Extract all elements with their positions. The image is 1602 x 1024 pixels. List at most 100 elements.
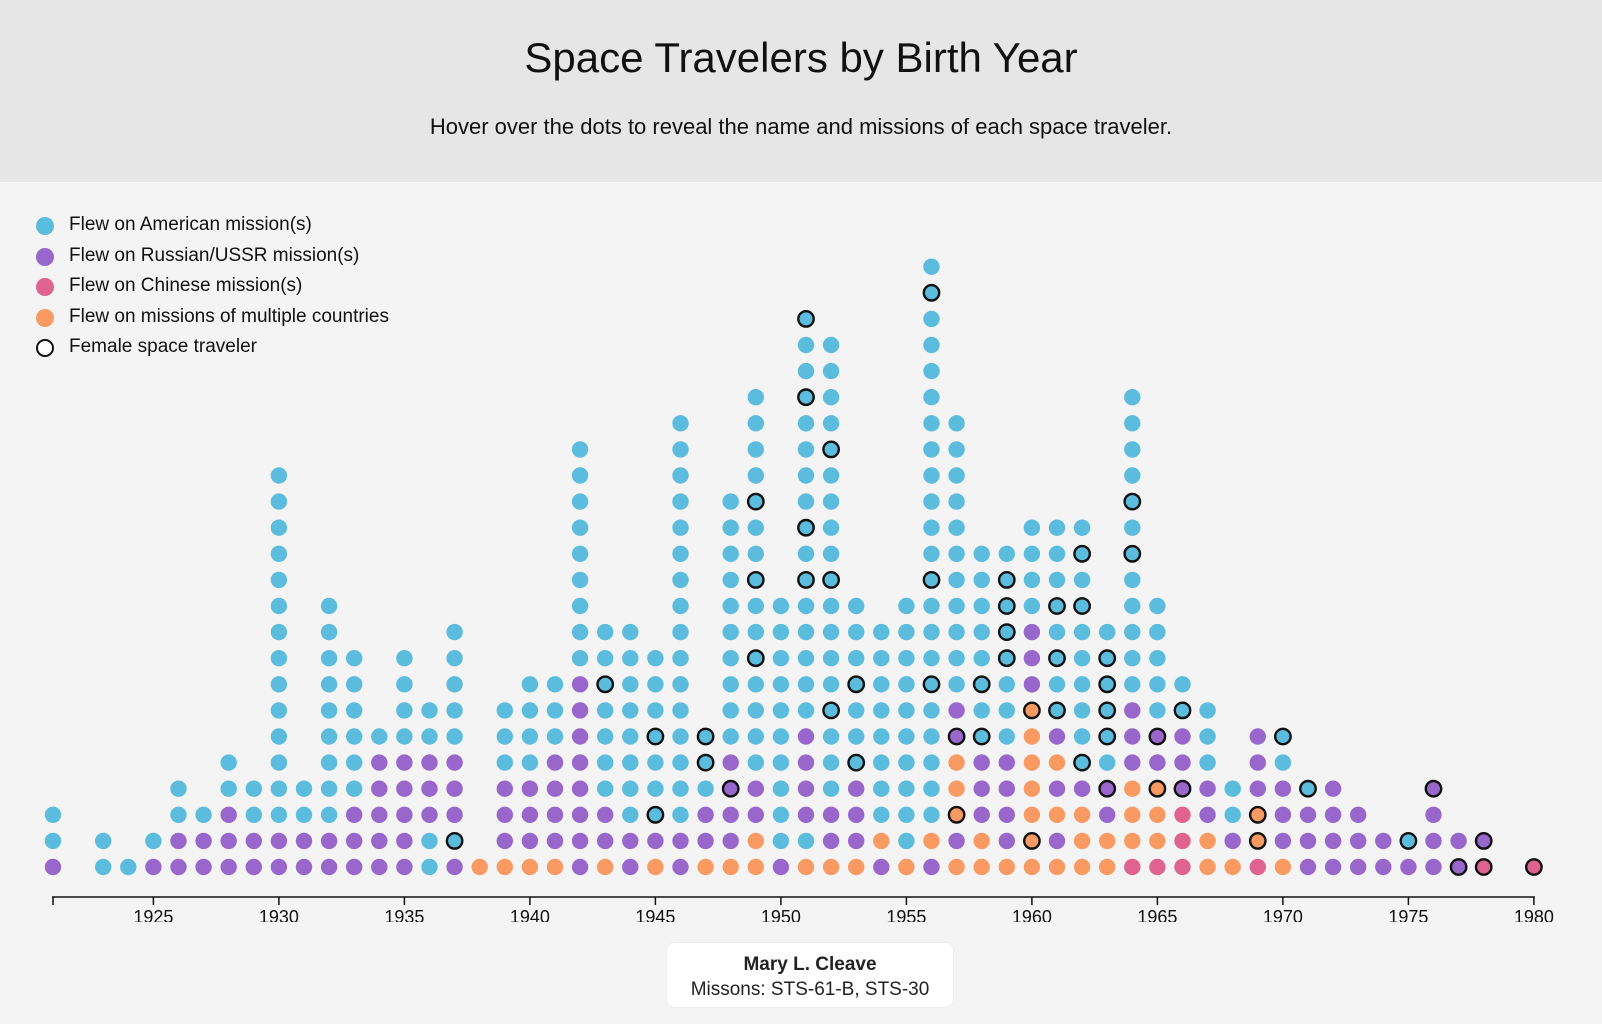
traveler-dot[interactable] [571, 806, 589, 823]
traveler-dot[interactable] [797, 493, 815, 510]
traveler-dot[interactable] [948, 832, 965, 850]
female-traveler-dot[interactable] [1098, 779, 1117, 798]
traveler-dot[interactable] [747, 389, 764, 406]
traveler-dot[interactable] [195, 832, 212, 850]
traveler-dot[interactable] [1199, 780, 1216, 797]
traveler-dot[interactable] [521, 728, 539, 745]
traveler-dot[interactable] [270, 702, 288, 719]
traveler-dot[interactable] [371, 780, 388, 797]
traveler-dot[interactable] [1274, 858, 1292, 876]
traveler-dot[interactable] [170, 858, 187, 876]
traveler-dot[interactable] [622, 780, 639, 797]
traveler-dot[interactable] [797, 858, 815, 876]
traveler-dot[interactable] [521, 806, 539, 823]
traveler-dot[interactable] [898, 650, 915, 667]
traveler-dot[interactable] [1124, 519, 1141, 536]
female-traveler-dot[interactable] [1123, 492, 1142, 511]
traveler-dot[interactable] [270, 728, 288, 745]
traveler-dot[interactable] [1274, 832, 1292, 850]
traveler-dot[interactable] [923, 728, 940, 745]
traveler-dot[interactable] [923, 780, 940, 797]
traveler-dot[interactable] [546, 702, 564, 719]
traveler-dot[interactable] [1274, 754, 1292, 771]
traveler-dot[interactable] [647, 832, 664, 850]
traveler-dot[interactable] [270, 676, 288, 693]
traveler-dot[interactable] [772, 780, 790, 797]
traveler-dot[interactable] [1324, 806, 1342, 823]
traveler-dot[interactable] [923, 310, 940, 328]
traveler-dot[interactable] [597, 728, 614, 745]
traveler-dot[interactable] [697, 832, 714, 850]
traveler-dot[interactable] [496, 728, 513, 745]
traveler-dot[interactable] [220, 832, 237, 850]
traveler-dot[interactable] [1224, 780, 1241, 797]
traveler-dot[interactable] [923, 650, 940, 667]
traveler-dot[interactable] [1073, 676, 1091, 693]
traveler-dot[interactable] [923, 389, 940, 406]
female-traveler-dot[interactable] [1023, 701, 1041, 720]
traveler-dot[interactable] [948, 676, 965, 693]
traveler-dot[interactable] [998, 754, 1015, 771]
traveler-dot[interactable] [948, 597, 965, 615]
traveler-dot[interactable] [923, 415, 940, 432]
traveler-dot[interactable] [848, 702, 865, 719]
traveler-dot[interactable] [747, 728, 764, 745]
female-traveler-dot[interactable] [997, 649, 1016, 668]
traveler-dot[interactable] [1350, 806, 1367, 823]
traveler-dot[interactable] [622, 702, 639, 719]
female-traveler-dot[interactable] [445, 832, 464, 850]
traveler-dot[interactable] [1073, 832, 1091, 850]
traveler-dot[interactable] [1048, 545, 1066, 562]
traveler-dot[interactable] [998, 832, 1015, 850]
female-traveler-dot[interactable] [596, 675, 615, 694]
traveler-dot[interactable] [948, 545, 965, 562]
traveler-dot[interactable] [546, 780, 564, 797]
traveler-dot[interactable] [948, 571, 965, 589]
traveler-dot[interactable] [1023, 806, 1041, 823]
female-traveler-dot[interactable] [1424, 779, 1443, 798]
traveler-dot[interactable] [546, 676, 564, 693]
traveler-dot[interactable] [973, 806, 990, 823]
traveler-dot[interactable] [1073, 728, 1091, 745]
traveler-dot[interactable] [822, 493, 840, 510]
traveler-dot[interactable] [797, 780, 815, 797]
traveler-dot[interactable] [722, 597, 739, 615]
traveler-dot[interactable] [346, 728, 363, 745]
traveler-dot[interactable] [1149, 806, 1166, 823]
traveler-dot[interactable] [898, 702, 915, 719]
traveler-dot[interactable] [1224, 832, 1241, 850]
traveler-dot[interactable] [647, 702, 664, 719]
traveler-dot[interactable] [898, 780, 915, 797]
traveler-dot[interactable] [270, 467, 288, 484]
traveler-dot[interactable] [822, 728, 840, 745]
traveler-dot[interactable] [371, 728, 388, 745]
female-traveler-dot[interactable] [822, 440, 840, 459]
traveler-dot[interactable] [998, 806, 1015, 823]
traveler-dot[interactable] [245, 780, 262, 797]
traveler-dot[interactable] [1174, 806, 1191, 823]
traveler-dot[interactable] [672, 780, 689, 797]
traveler-dot[interactable] [1099, 623, 1116, 641]
traveler-dot[interactable] [571, 728, 589, 745]
traveler-dot[interactable] [898, 806, 915, 823]
traveler-dot[interactable] [822, 858, 840, 876]
traveler-dot[interactable] [1299, 832, 1317, 850]
traveler-dot[interactable] [1124, 754, 1141, 771]
traveler-dot[interactable] [1124, 702, 1141, 719]
traveler-dot[interactable] [1224, 858, 1241, 876]
traveler-dot[interactable] [973, 754, 990, 771]
traveler-dot[interactable] [320, 754, 338, 771]
traveler-dot[interactable] [571, 441, 589, 458]
traveler-dot[interactable] [1124, 415, 1141, 432]
traveler-dot[interactable] [722, 493, 739, 510]
traveler-dot[interactable] [948, 493, 965, 510]
traveler-dot[interactable] [848, 728, 865, 745]
female-traveler-dot[interactable] [1474, 832, 1493, 850]
traveler-dot[interactable] [822, 336, 840, 354]
traveler-dot[interactable] [1048, 858, 1066, 876]
traveler-dot[interactable] [571, 754, 589, 771]
traveler-dot[interactable] [270, 571, 288, 589]
traveler-dot[interactable] [672, 467, 689, 484]
traveler-dot[interactable] [722, 806, 739, 823]
traveler-dot[interactable] [320, 832, 338, 850]
